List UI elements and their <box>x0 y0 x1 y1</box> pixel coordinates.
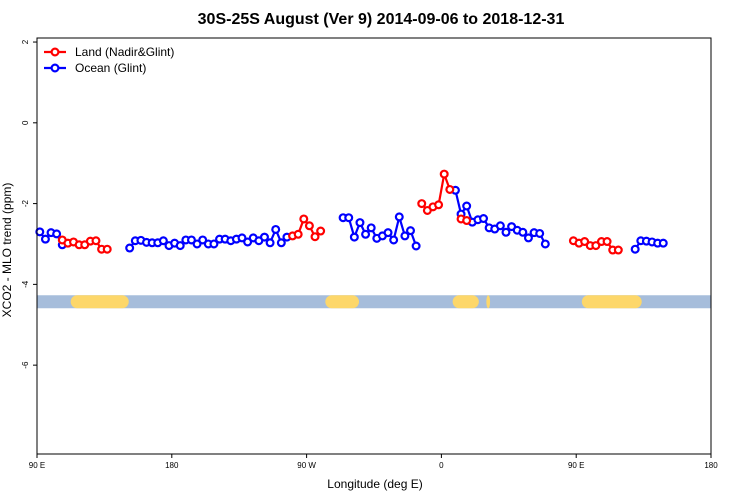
x-tick-label-2: 90 W <box>297 461 316 470</box>
series-1 <box>57 169 623 255</box>
series-1-point-2-4 <box>439 169 449 179</box>
series-0-point-1-24 <box>259 232 269 242</box>
series-0-point-2-3 <box>355 218 365 228</box>
series-0-point-1-15 <box>209 239 219 249</box>
series-1-point-2-0 <box>417 199 427 209</box>
series-0-point-3-12 <box>518 227 528 237</box>
series-1-point-1-5 <box>316 226 326 236</box>
series-1-point-2-3 <box>434 200 444 210</box>
series-1-point-1-2 <box>299 214 309 224</box>
series-0-point-1-0 <box>125 243 135 253</box>
y-axis: 2 0 -2 -4 -6 <box>21 39 37 369</box>
legend: Land (Nadir&Glint) Ocean (Glint) <box>44 45 174 75</box>
y-tick-label-3: -4 <box>21 280 30 288</box>
series-0 <box>35 185 668 254</box>
legend-label-1: Ocean (Glint) <box>75 61 146 75</box>
series-1-point-4-6 <box>602 237 612 247</box>
series-1-point-0-6 <box>91 236 101 246</box>
series-0-point-1-20 <box>237 233 247 243</box>
x-axis-label: Longitude (deg E) <box>327 477 422 491</box>
series-0-point-2-10 <box>394 212 404 222</box>
series-1-point-1-1 <box>293 229 303 239</box>
land-band-1 <box>325 295 360 309</box>
series-0-point-2-13 <box>411 241 421 251</box>
series-0-point-3-5 <box>479 214 489 224</box>
series-1-point-0-8 <box>102 244 112 254</box>
series-0-point-3-15 <box>535 228 545 238</box>
series-0-point-1-6 <box>158 236 168 246</box>
series-0-point-2-9 <box>389 235 399 245</box>
series-0-point-3-8 <box>495 221 505 231</box>
series-0-point-0-3 <box>52 229 62 239</box>
series-0-point-2-4 <box>361 229 371 239</box>
land-band-4 <box>581 295 642 309</box>
y-tick-label-2: -2 <box>21 199 30 207</box>
x-tick-label-5: 180 <box>704 461 718 470</box>
x-tick-label-1: 180 <box>165 461 179 470</box>
plot-frame <box>36 37 712 455</box>
chart-title: 30S-25S August (Ver 9) 2014-09-06 to 201… <box>198 11 565 28</box>
y-tick-label-0: 2 <box>21 39 30 44</box>
land-ocean-band <box>37 295 711 309</box>
y-tick-label-1: 0 <box>21 120 30 125</box>
legend-marker-0 <box>50 47 60 57</box>
series-1-point-4-2 <box>580 237 590 247</box>
x-tick-label-0: 90 E <box>29 461 45 470</box>
land-band-0 <box>70 295 129 309</box>
series-0-point-4-0 <box>630 244 640 254</box>
series-1-point-4-4 <box>591 241 601 251</box>
series-0-point-1-25 <box>265 238 275 248</box>
series-layer <box>35 169 668 255</box>
series-0-point-1-26 <box>271 224 281 234</box>
series-0-point-1-13 <box>198 235 208 245</box>
y-axis-label: XCO2 - MLO trend (ppm) <box>0 183 14 318</box>
legend-label-0: Land (Nadir&Glint) <box>75 45 174 59</box>
series-1-point-2-5 <box>445 184 455 194</box>
series-0-point-1-11 <box>186 235 196 245</box>
series-0-point-2-11 <box>400 231 410 241</box>
series-0-point-2-5 <box>366 223 376 233</box>
series-1-point-4-8 <box>613 245 623 255</box>
series-0-point-2-1 <box>344 213 354 223</box>
series-0-point-3-2 <box>462 201 472 211</box>
series-1-point-1-4 <box>310 232 320 242</box>
series-0-point-1-27 <box>276 238 286 248</box>
series-0-point-3-13 <box>523 233 533 243</box>
legend-marker-1 <box>50 63 60 73</box>
series-0-point-3-9 <box>501 227 511 237</box>
x-axis: 90 E 180 90 W 0 90 E 180 <box>29 454 718 470</box>
series-0-point-1-9 <box>175 241 185 251</box>
land-band-2 <box>452 295 479 309</box>
x-tick-label-3: 0 <box>439 461 444 470</box>
series-0-point-3-16 <box>540 239 550 249</box>
series-0-point-0-1 <box>40 234 50 244</box>
series-0-point-4-5 <box>658 238 668 248</box>
series-0-point-2-8 <box>383 228 393 238</box>
y-tick-label-4: -6 <box>21 361 30 369</box>
series-0-point-0-0 <box>35 227 45 237</box>
series-0-point-1-12 <box>192 239 202 249</box>
series-1-point-3-1 <box>462 216 472 226</box>
series-0-point-2-12 <box>406 226 416 236</box>
series-0-point-2-2 <box>349 232 359 242</box>
series-1-point-1-3 <box>304 221 314 231</box>
x-tick-label-4: 90 E <box>568 461 584 470</box>
land-band-3 <box>486 295 491 309</box>
series-0-point-1-21 <box>243 237 253 247</box>
